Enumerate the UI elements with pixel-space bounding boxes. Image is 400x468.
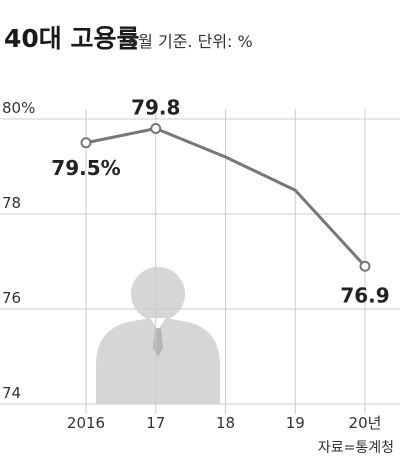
data-point-marker bbox=[150, 123, 162, 134]
series-polyline bbox=[84, 127, 367, 268]
chart-subtitle: 6월 기준. 단위: % bbox=[128, 32, 253, 51]
x-tick-label: 18 bbox=[216, 414, 235, 432]
x-tick-label: 17 bbox=[146, 414, 165, 432]
y-tick-label: 74 bbox=[2, 384, 21, 402]
y-tick-label: 76 bbox=[2, 289, 21, 307]
data-point-marker bbox=[80, 137, 92, 149]
x-tick-label: 2016 bbox=[67, 414, 105, 432]
x-tick-label: 19 bbox=[286, 414, 305, 432]
data-label: 79.5% bbox=[51, 156, 120, 180]
data-labels: 79.5% 79.8 76.9 bbox=[51, 96, 389, 308]
person-silhouette-icon bbox=[96, 267, 220, 404]
x-axis: 2016 17 18 19 20년 bbox=[67, 414, 382, 432]
source-note: 자료=통계청 bbox=[318, 440, 394, 456]
data-label: 76.9 bbox=[340, 283, 389, 307]
chart-title: 40대 고용률 bbox=[4, 24, 140, 53]
y-axis: 74 76 78 80% bbox=[2, 99, 35, 402]
series-line bbox=[80, 123, 371, 272]
data-label: 79.8 bbox=[131, 96, 180, 120]
data-point-marker bbox=[359, 260, 371, 272]
y-tick-label: 78 bbox=[2, 194, 21, 212]
y-tick-label: 80% bbox=[2, 99, 35, 117]
x-tick-label: 20년 bbox=[349, 414, 382, 432]
